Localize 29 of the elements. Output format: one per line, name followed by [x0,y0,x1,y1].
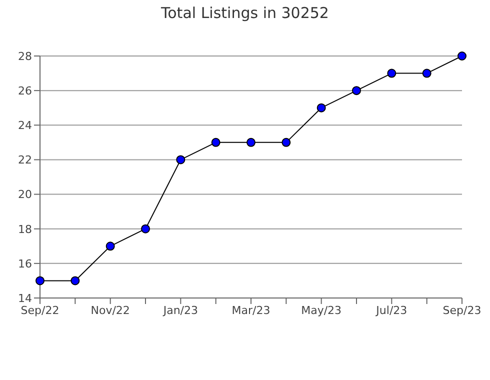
point [387,68,396,78]
y-tick-label: 28 [18,50,32,63]
y-tick-label: 20 [18,188,32,202]
point [422,68,432,78]
point [70,276,80,286]
x-tick-label: Sep/22 [20,304,60,317]
point [106,242,115,251]
x-tick-label: Mar/23 [232,304,270,317]
x-tick-label: Jan/23 [162,304,198,317]
point [458,52,466,60]
point [36,276,44,286]
x-tick-label: May/23 [301,304,342,317]
chart-title: Total Listings in 30252 [160,4,330,22]
point [316,103,326,112]
x-tick-label: Jul/23 [375,304,408,317]
point [176,155,186,164]
x-tick-label: Nov/22 [90,304,130,317]
y-tick-label: 22 [18,154,32,167]
point [211,138,220,147]
y-tick-label: 24 [18,119,32,132]
y-tick-label: 18 [18,222,32,236]
point [282,138,291,147]
y-tick-label: 26 [18,84,32,98]
point [141,224,150,234]
y-tick-label: 14 [18,292,32,305]
point [352,86,361,96]
point [246,138,256,147]
y-tick-label: 16 [18,257,32,270]
x-tick-label: Sep/23 [442,304,482,317]
